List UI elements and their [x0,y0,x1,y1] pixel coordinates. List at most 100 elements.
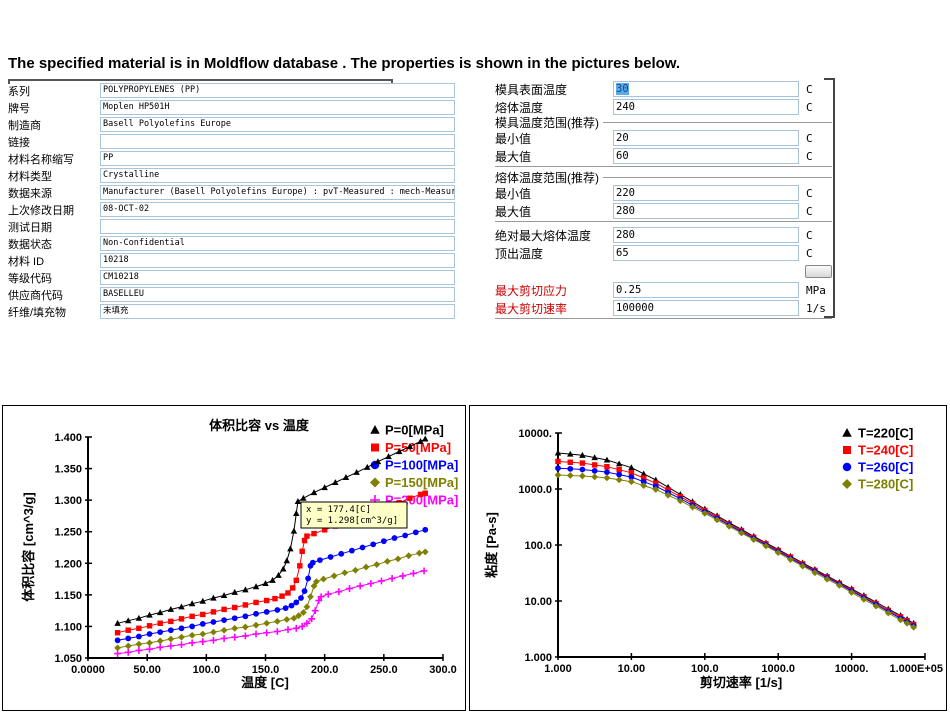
unit-label: C [806,186,813,200]
square-marker [253,599,259,606]
material-value-field[interactable]: Non-Confidential [100,236,455,251]
section-header-rule [603,122,832,123]
circle-marker [199,621,206,627]
material-value-field[interactable]: Crystalline [100,168,455,183]
diamond-marker [566,472,574,479]
material-row: 数据来源 Manufacturer (Basell Polyolefins Eur… [8,184,455,201]
circle-marker [640,478,647,485]
material-value-field[interactable]: 08-OCT-02 [100,202,455,217]
process-value-field[interactable]: 220 [613,185,799,201]
legend-label: T=260[C] [858,460,913,475]
diamond-marker [799,562,807,570]
diamond-marker [156,637,164,645]
circle-marker [842,462,852,472]
process-row: 最小值 220 C [495,184,832,202]
diamond-marker [860,595,868,603]
triangle-marker [220,592,228,599]
diamond-marker [220,626,228,634]
probe-tooltip [300,501,408,529]
triangle-marker [321,484,328,491]
material-value-field[interactable] [100,134,455,149]
triangle-marker [135,614,143,621]
process-value-field[interactable]: 100000 [613,300,799,316]
triangle-marker [146,611,153,618]
plus-marker [388,575,396,582]
square-marker [653,480,659,486]
process-label: 最大剪切速率 [495,301,568,316]
divider [495,221,832,226]
triangle-marker [395,448,403,455]
material-label: 纤维/填充物 [8,306,67,319]
legend-label: T=220[C] [858,426,913,441]
material-label: 材料类型 [8,170,52,183]
diamond-marker [811,569,819,577]
material-value-field[interactable]: PP [100,151,455,166]
plus-marker [292,624,300,632]
triangle-marker [199,597,207,604]
process-value-field[interactable]: 65 [613,245,799,261]
diamond-marker [652,486,660,493]
process-value-field[interactable]: 0.25 [613,282,799,298]
legend-label: P=0[MPa] [385,423,444,438]
triangle-marker [125,617,132,624]
process-value-field[interactable]: 240 [613,99,799,115]
y-tick-label: 1.150 [54,590,82,602]
material-value-field[interactable]: 未填充 [100,304,455,319]
material-label: 材料 ID [8,255,45,268]
diamond-marker [554,471,562,479]
triangle-marker [370,425,380,434]
material-value-field[interactable]: Manufacturer (Basell Polyolefins Europe)… [100,185,455,200]
small-button[interactable] [805,265,832,278]
diamond-marker [307,593,314,601]
pvt-chart-panel: 1.400 1.350 1.300 1.250 1.200 1.150 1.100 1.050… [2,405,466,711]
diamond-marker [762,542,770,550]
triangle-marker [615,460,623,467]
plus-marker [167,642,175,650]
material-value-field[interactable]: BASELLEU [100,287,455,302]
material-value-field[interactable] [100,219,455,234]
triangle-marker [300,494,307,501]
plus-marker [335,588,343,596]
diamond-marker [312,578,320,585]
material-value-field[interactable]: POLYPROPYLENES (PP) [100,83,455,98]
square-marker [157,620,163,626]
process-form-bracket [824,78,835,318]
unit-label: C [806,246,813,260]
circle-marker [604,469,610,476]
square-marker [640,475,647,481]
plus-marker [252,630,260,638]
unit-label: MPa [806,283,826,297]
circle-marker [135,633,142,640]
process-value-field[interactable]: 280 [613,227,799,243]
process-value-field[interactable]: 20 [613,130,799,146]
diamond-marker [787,556,794,563]
square-marker [114,630,121,636]
process-label: 最大剪切应力 [495,283,568,298]
circle-marker [298,595,304,601]
diamond-marker [283,616,291,623]
y-tick-label: 100.0 [524,540,552,552]
material-value-field[interactable]: 10218 [100,253,455,268]
material-value-field[interactable]: CM10218 [100,270,455,285]
circle-marker [263,609,270,615]
plus-marker [188,639,196,647]
x-tick-label: 250.0 [370,664,398,676]
process-value-field[interactable]: 280 [613,203,799,219]
process-label: 最小值 [495,131,532,146]
material-value-field[interactable]: Basell Polyolefins Europe [100,117,455,132]
process-value-field[interactable]: 30 [613,81,799,97]
x-tick-label: 10.00 [618,663,646,675]
triangle-marker [628,464,635,471]
circle-marker [301,588,308,594]
y-tick-label: 1.200 [54,558,82,570]
diamond-marker [603,474,611,482]
section-header: 模具温度范围(推荐) [495,116,832,130]
material-value-field[interactable]: Moplen HP501H [100,100,455,115]
y-tick-label: 1.050 [54,653,82,665]
process-value-field[interactable]: 60 [613,148,799,164]
diamond-marker [114,644,121,652]
process-label: 绝对最大熔体温度 [495,228,592,243]
diamond-marker [579,472,586,480]
triangle-marker [385,453,392,460]
